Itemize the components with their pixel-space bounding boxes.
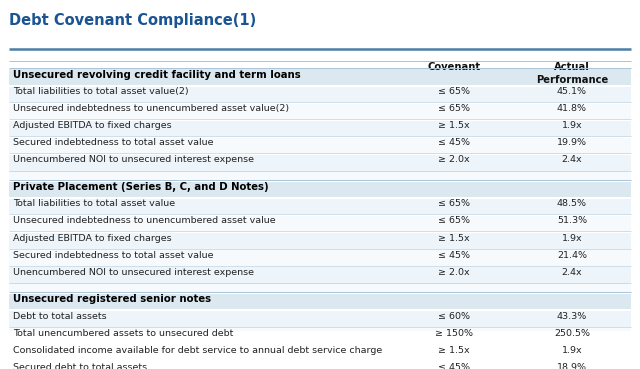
- Text: 250.5%: 250.5%: [554, 329, 590, 338]
- Bar: [9, 121, 631, 136]
- Bar: [9, 216, 631, 231]
- Text: Covenant: Covenant: [427, 62, 480, 72]
- Text: ≤ 45%: ≤ 45%: [438, 251, 470, 260]
- Text: 45.1%: 45.1%: [557, 87, 587, 96]
- Text: 21.4%: 21.4%: [557, 251, 587, 260]
- Text: 1.9x: 1.9x: [561, 121, 582, 130]
- Text: Actual
Performance: Actual Performance: [536, 62, 608, 85]
- Text: Adjusted EBITDA to fixed charges: Adjusted EBITDA to fixed charges: [13, 121, 172, 130]
- Bar: [9, 250, 631, 266]
- Bar: [9, 311, 631, 327]
- Text: 51.3%: 51.3%: [557, 216, 587, 225]
- Text: ≤ 65%: ≤ 65%: [438, 87, 470, 96]
- Bar: [9, 283, 631, 292]
- Text: 2.4x: 2.4x: [561, 268, 582, 277]
- Text: ≤ 45%: ≤ 45%: [438, 138, 470, 147]
- Text: ≥ 1.5x: ≥ 1.5x: [438, 346, 470, 355]
- Text: 43.3%: 43.3%: [557, 311, 587, 321]
- Text: Secured debt to total assets: Secured debt to total assets: [13, 363, 147, 369]
- Text: Consolidated income available for debt service to annual debt service charge: Consolidated income available for debt s…: [13, 346, 382, 355]
- Bar: [9, 155, 631, 170]
- Bar: [9, 182, 631, 197]
- Bar: [9, 233, 631, 249]
- Text: ≤ 65%: ≤ 65%: [438, 199, 470, 208]
- Text: Private Placement (Series B, C, and D Notes): Private Placement (Series B, C, and D No…: [13, 182, 269, 192]
- Text: ≥ 1.5x: ≥ 1.5x: [438, 234, 470, 242]
- Text: ≤ 45%: ≤ 45%: [438, 363, 470, 369]
- Bar: [9, 328, 631, 344]
- Text: ≤ 65%: ≤ 65%: [438, 216, 470, 225]
- Text: ≥ 150%: ≥ 150%: [435, 329, 473, 338]
- Text: Debt Covenant Compliance(1): Debt Covenant Compliance(1): [9, 13, 256, 28]
- Text: Unsecured registered senior notes: Unsecured registered senior notes: [13, 294, 211, 304]
- Bar: [9, 363, 631, 369]
- Text: ≥ 1.5x: ≥ 1.5x: [438, 121, 470, 130]
- Bar: [9, 170, 631, 180]
- Text: Adjusted EBITDA to fixed charges: Adjusted EBITDA to fixed charges: [13, 234, 172, 242]
- Text: ≥ 2.0x: ≥ 2.0x: [438, 268, 470, 277]
- Text: Unsecured indebtedness to unencumbered asset value: Unsecured indebtedness to unencumbered a…: [13, 216, 275, 225]
- Text: 1.9x: 1.9x: [561, 346, 582, 355]
- Text: Debt to total assets: Debt to total assets: [13, 311, 106, 321]
- Text: Unsecured revolving credit facility and term loans: Unsecured revolving credit facility and …: [13, 70, 301, 80]
- Text: Unsecured indebtedness to unencumbered asset value(2): Unsecured indebtedness to unencumbered a…: [13, 104, 289, 113]
- Bar: [9, 104, 631, 119]
- Text: 18.9%: 18.9%: [557, 363, 587, 369]
- Text: Secured indebtedness to total asset value: Secured indebtedness to total asset valu…: [13, 251, 213, 260]
- Bar: [9, 138, 631, 154]
- Text: Unencumbered NOI to unsecured interest expense: Unencumbered NOI to unsecured interest e…: [13, 268, 254, 277]
- Text: Unencumbered NOI to unsecured interest expense: Unencumbered NOI to unsecured interest e…: [13, 155, 254, 165]
- Text: 48.5%: 48.5%: [557, 199, 587, 208]
- Text: ≤ 65%: ≤ 65%: [438, 104, 470, 113]
- Text: ≤ 60%: ≤ 60%: [438, 311, 470, 321]
- Bar: [9, 69, 631, 85]
- Bar: [9, 345, 631, 361]
- Text: 41.8%: 41.8%: [557, 104, 587, 113]
- Text: ≥ 2.0x: ≥ 2.0x: [438, 155, 470, 165]
- Text: Total unencumbered assets to unsecured debt: Total unencumbered assets to unsecured d…: [13, 329, 233, 338]
- Text: 1.9x: 1.9x: [561, 234, 582, 242]
- Text: Secured indebtedness to total asset value: Secured indebtedness to total asset valu…: [13, 138, 213, 147]
- Bar: [9, 86, 631, 102]
- Text: 2.4x: 2.4x: [561, 155, 582, 165]
- Bar: [9, 294, 631, 310]
- Text: 19.9%: 19.9%: [557, 138, 587, 147]
- Text: Total liabilities to total asset value(2): Total liabilities to total asset value(2…: [13, 87, 189, 96]
- Bar: [9, 268, 631, 283]
- Bar: [9, 199, 631, 214]
- Text: Total liabilities to total asset value: Total liabilities to total asset value: [13, 199, 175, 208]
